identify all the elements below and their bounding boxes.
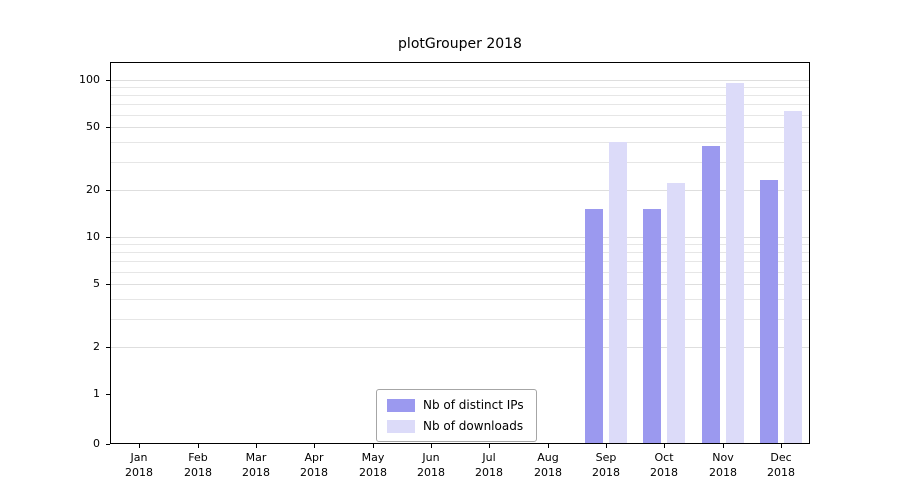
y-tick-label: 2	[93, 340, 100, 353]
x-tick-mark	[664, 444, 665, 448]
legend-swatch-downloads	[387, 419, 415, 433]
x-tick-year: 2018	[125, 466, 153, 479]
x-tick-mark	[431, 444, 432, 448]
x-tick-year: 2018	[475, 466, 503, 479]
legend-item-downloads: Nb of downloads	[387, 419, 524, 433]
y-tick-mark	[106, 444, 110, 445]
x-tick-mark	[373, 444, 374, 448]
y-tick-mark	[106, 284, 110, 285]
x-tick-label: Mar 2018	[229, 450, 283, 480]
y-tick-mark	[106, 127, 110, 128]
plot-area	[110, 62, 810, 444]
legend-item-distinct-ips: Nb of distinct IPs	[387, 398, 524, 412]
gridline	[111, 347, 809, 348]
legend-swatch-distinct-ips	[387, 398, 415, 412]
gridline	[111, 272, 809, 273]
x-tick-mark	[139, 444, 140, 448]
bar-dec-downloads	[784, 111, 802, 443]
y-tick-mark	[106, 394, 110, 395]
x-tick-label: Jul 2018	[462, 450, 516, 480]
gridline	[111, 244, 809, 245]
bar-nov-downloads	[726, 83, 744, 443]
x-tick-mark	[314, 444, 315, 448]
y-tick-label: 1	[93, 387, 100, 400]
legend-label-distinct-ips: Nb of distinct IPs	[423, 398, 524, 412]
bar-oct-distinct-ips	[643, 209, 661, 443]
gridline	[111, 319, 809, 320]
x-tick-label: May 2018	[346, 450, 400, 480]
y-tick-label: 100	[79, 73, 100, 86]
gridline	[111, 261, 809, 262]
gridline	[111, 299, 809, 300]
bar-oct-downloads	[667, 183, 685, 443]
x-tick-mark	[723, 444, 724, 448]
x-tick-mark	[606, 444, 607, 448]
x-tick-year: 2018	[592, 466, 620, 479]
bar-sep-distinct-ips	[585, 209, 603, 443]
y-tick-label: 5	[93, 277, 100, 290]
gridline	[111, 115, 809, 116]
bar-sep-downloads	[609, 142, 627, 443]
gridline	[111, 142, 809, 143]
x-tick-year: 2018	[300, 466, 328, 479]
y-tick-label: 50	[86, 120, 100, 133]
x-tick-mark	[489, 444, 490, 448]
bar-dec-distinct-ips	[760, 180, 778, 443]
gridline	[111, 162, 809, 163]
x-tick-label: Jan 2018	[112, 450, 166, 480]
x-tick-year: 2018	[709, 466, 737, 479]
x-tick-year: 2018	[359, 466, 387, 479]
y-tick-mark	[106, 347, 110, 348]
y-tick-label: 10	[86, 230, 100, 243]
x-tick-year: 2018	[767, 466, 795, 479]
x-tick-mark	[781, 444, 782, 448]
x-tick-mark	[198, 444, 199, 448]
legend: Nb of distinct IPs Nb of downloads	[376, 389, 537, 442]
legend-label-downloads: Nb of downloads	[423, 419, 524, 433]
y-tick-mark	[106, 237, 110, 238]
x-tick-year: 2018	[242, 466, 270, 479]
x-tick-mark	[548, 444, 549, 448]
x-tick-year: 2018	[534, 466, 562, 479]
gridline	[111, 190, 809, 191]
gridline	[111, 284, 809, 285]
y-tick-mark	[106, 190, 110, 191]
x-tick-label: Jun 2018	[404, 450, 458, 480]
gridline	[111, 127, 809, 128]
x-tick-label: Sep 2018	[579, 450, 633, 480]
gridline	[111, 104, 809, 105]
x-tick-year: 2018	[184, 466, 212, 479]
gridline	[111, 95, 809, 96]
gridline	[111, 80, 809, 81]
bar-nov-distinct-ips	[702, 146, 720, 443]
x-tick-label: Feb 2018	[171, 450, 225, 480]
x-tick-label: Nov 2018	[696, 450, 750, 480]
x-tick-label: Oct 2018	[637, 450, 691, 480]
x-tick-year: 2018	[417, 466, 445, 479]
x-tick-label: Aug 2018	[521, 450, 575, 480]
gridline	[111, 87, 809, 88]
y-tick-mark	[106, 80, 110, 81]
x-tick-label: Dec 2018	[754, 450, 808, 480]
y-tick-label: 20	[86, 183, 100, 196]
y-tick-label: 0	[93, 437, 100, 450]
chart-title: plotGrouper 2018	[398, 36, 522, 52]
x-tick-label: Apr 2018	[287, 450, 341, 480]
gridline	[111, 237, 809, 238]
x-tick-year: 2018	[650, 466, 678, 479]
gridline	[111, 252, 809, 253]
x-tick-mark	[256, 444, 257, 448]
